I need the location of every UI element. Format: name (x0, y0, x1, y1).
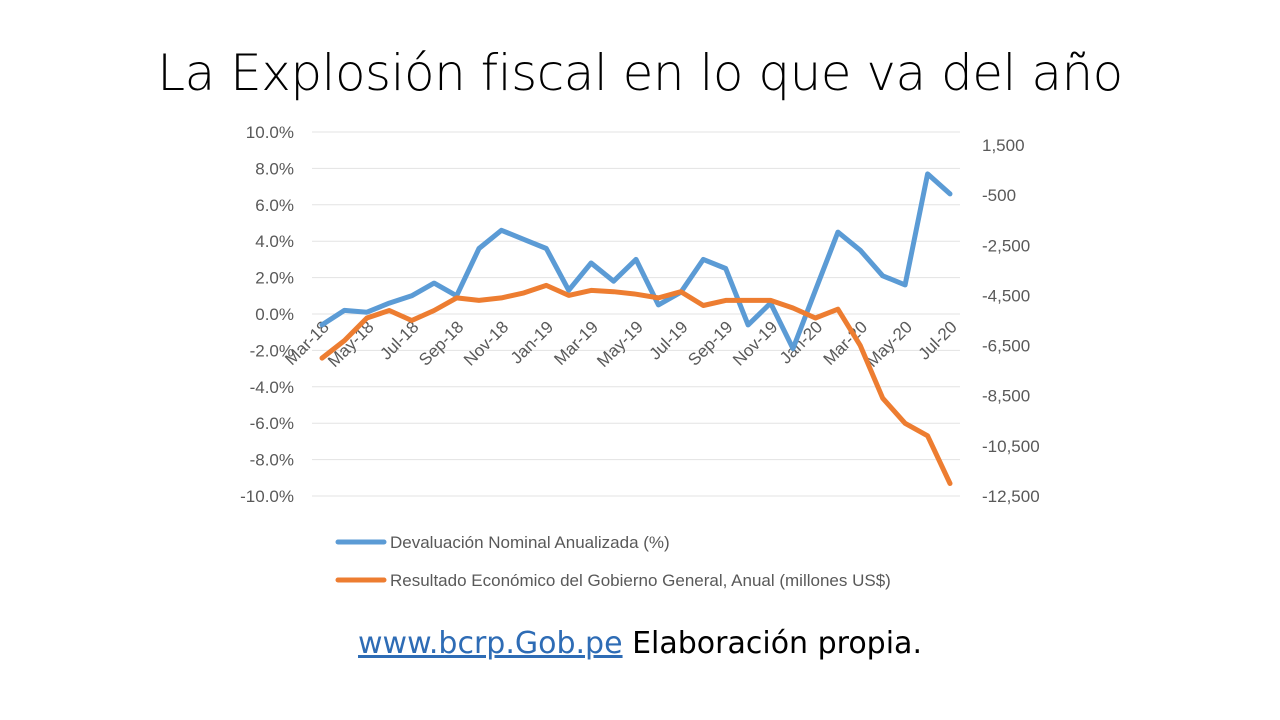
x-tick-label: Nov-19 (729, 317, 781, 369)
left-axis-ticks: -10.0% -8.0% -6.0% -4.0% -2.0% 0.0% 2.0% 4.0% 6.… (240, 123, 294, 506)
x-tick-label: Sep-18 (415, 317, 467, 369)
right-tick-label: -8,500 (982, 387, 1030, 406)
right-tick-label: 1,500 (982, 136, 1025, 155)
gridlines (312, 131, 960, 497)
legend-label-1: Devaluación Nominal Anualizada (%) (390, 533, 670, 552)
left-tick-label: 8.0% (255, 159, 294, 178)
x-tick-label: May-20 (862, 317, 916, 371)
left-tick-label: -8.0% (250, 451, 294, 470)
left-tick-label: -2.0% (250, 341, 294, 360)
left-tick-label: 10.0% (246, 123, 294, 142)
slide-title: La Explosión fiscal en lo que va del año (157, 44, 1123, 102)
series-line-1 (319, 171, 953, 352)
left-tick-label: 2.0% (255, 269, 294, 288)
right-tick-label: -10,500 (982, 437, 1040, 456)
source-link[interactable]: www.bcrp.Gob.pe (358, 626, 623, 661)
x-tick-label: May-18 (324, 317, 378, 371)
left-tick-label: 4.0% (255, 232, 294, 251)
footer-text: Elaboración propia. (622, 626, 922, 661)
x-tick-label: Mar-19 (550, 317, 602, 369)
right-tick-label: -4,500 (982, 286, 1030, 305)
left-tick-label: 0.0% (255, 305, 294, 324)
x-tick-label: May-19 (593, 317, 647, 371)
left-tick-label: -6.0% (250, 414, 294, 433)
x-tick-label: Jul-20 (915, 317, 961, 363)
legend-label-2: Resultado Económico del Gobierno General… (390, 571, 891, 590)
right-tick-label: -12,500 (982, 487, 1040, 506)
left-tick-label: 6.0% (255, 196, 294, 215)
right-tick-label: -6,500 (982, 337, 1030, 356)
dual-axis-line-chart: -10.0% -8.0% -6.0% -4.0% -2.0% 0.0% 2.0% 4.0% 6.… (240, 123, 1040, 590)
x-tick-label: Jan-19 (507, 317, 557, 367)
right-axis-ticks: 1,500 -500 -2,500 -4,500 -6,500 -8,500 -10,500… (982, 136, 1040, 506)
footer-note: www.bcrp.Gob.pe Elaboración propia. (0, 626, 1280, 661)
series-lines (319, 171, 953, 486)
left-tick-label: -4.0% (250, 378, 294, 397)
series-line-2 (319, 282, 953, 486)
legend: Devaluación Nominal Anualizada (%) Result… (335, 533, 891, 590)
x-tick-label: Nov-18 (460, 317, 512, 369)
right-tick-label: -2,500 (982, 236, 1030, 255)
left-tick-label: -10.0% (240, 487, 294, 506)
right-tick-label: -500 (982, 186, 1016, 205)
x-tick-label: Sep-19 (684, 317, 736, 369)
